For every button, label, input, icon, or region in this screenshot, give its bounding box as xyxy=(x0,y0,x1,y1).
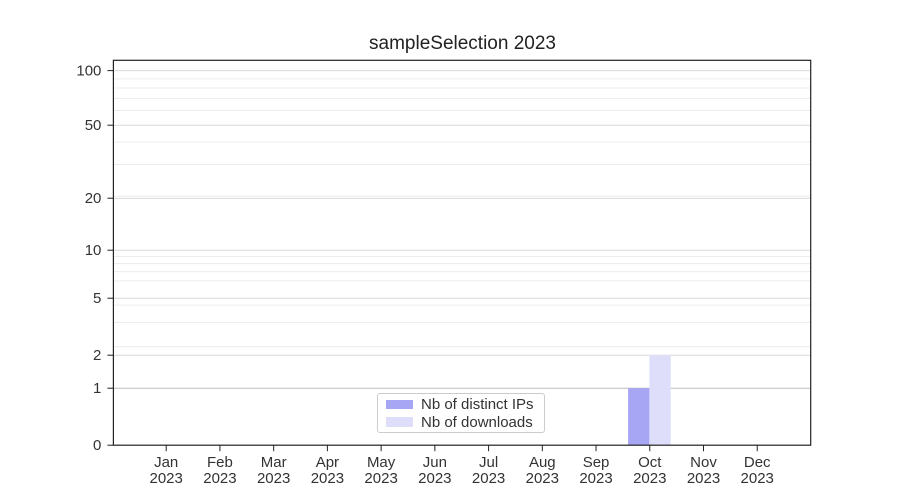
svg-text:2023: 2023 xyxy=(203,470,236,487)
svg-text:2023: 2023 xyxy=(741,470,774,487)
svg-text:Feb: Feb xyxy=(207,454,233,471)
svg-text:2023: 2023 xyxy=(579,470,612,487)
svg-text:Apr: Apr xyxy=(316,454,339,471)
svg-text:2023: 2023 xyxy=(150,470,183,487)
svg-text:Nov: Nov xyxy=(690,454,717,471)
svg-text:10: 10 xyxy=(85,242,102,259)
svg-text:2023: 2023 xyxy=(526,470,559,487)
svg-text:Jul: Jul xyxy=(479,454,498,471)
svg-text:Sep: Sep xyxy=(583,454,610,471)
svg-text:5: 5 xyxy=(93,290,101,307)
svg-text:2023: 2023 xyxy=(364,470,397,487)
svg-text:1: 1 xyxy=(93,380,101,397)
svg-text:Jun: Jun xyxy=(423,454,447,471)
svg-text:2: 2 xyxy=(93,347,101,364)
svg-text:Jan: Jan xyxy=(154,454,178,471)
svg-text:Aug: Aug xyxy=(529,454,556,471)
svg-text:2023: 2023 xyxy=(687,470,720,487)
svg-text:May: May xyxy=(367,454,396,471)
svg-text:0: 0 xyxy=(93,437,101,454)
svg-text:2023: 2023 xyxy=(257,470,290,487)
svg-text:2023: 2023 xyxy=(418,470,451,487)
svg-text:2023: 2023 xyxy=(472,470,505,487)
svg-text:2023: 2023 xyxy=(311,470,344,487)
svg-text:20: 20 xyxy=(85,190,102,207)
svg-text:Mar: Mar xyxy=(261,454,287,471)
svg-text:100: 100 xyxy=(76,63,101,80)
svg-text:2023: 2023 xyxy=(633,470,666,487)
svg-text:Oct: Oct xyxy=(638,454,662,471)
svg-text:50: 50 xyxy=(85,117,102,134)
svg-text:Dec: Dec xyxy=(744,454,771,471)
